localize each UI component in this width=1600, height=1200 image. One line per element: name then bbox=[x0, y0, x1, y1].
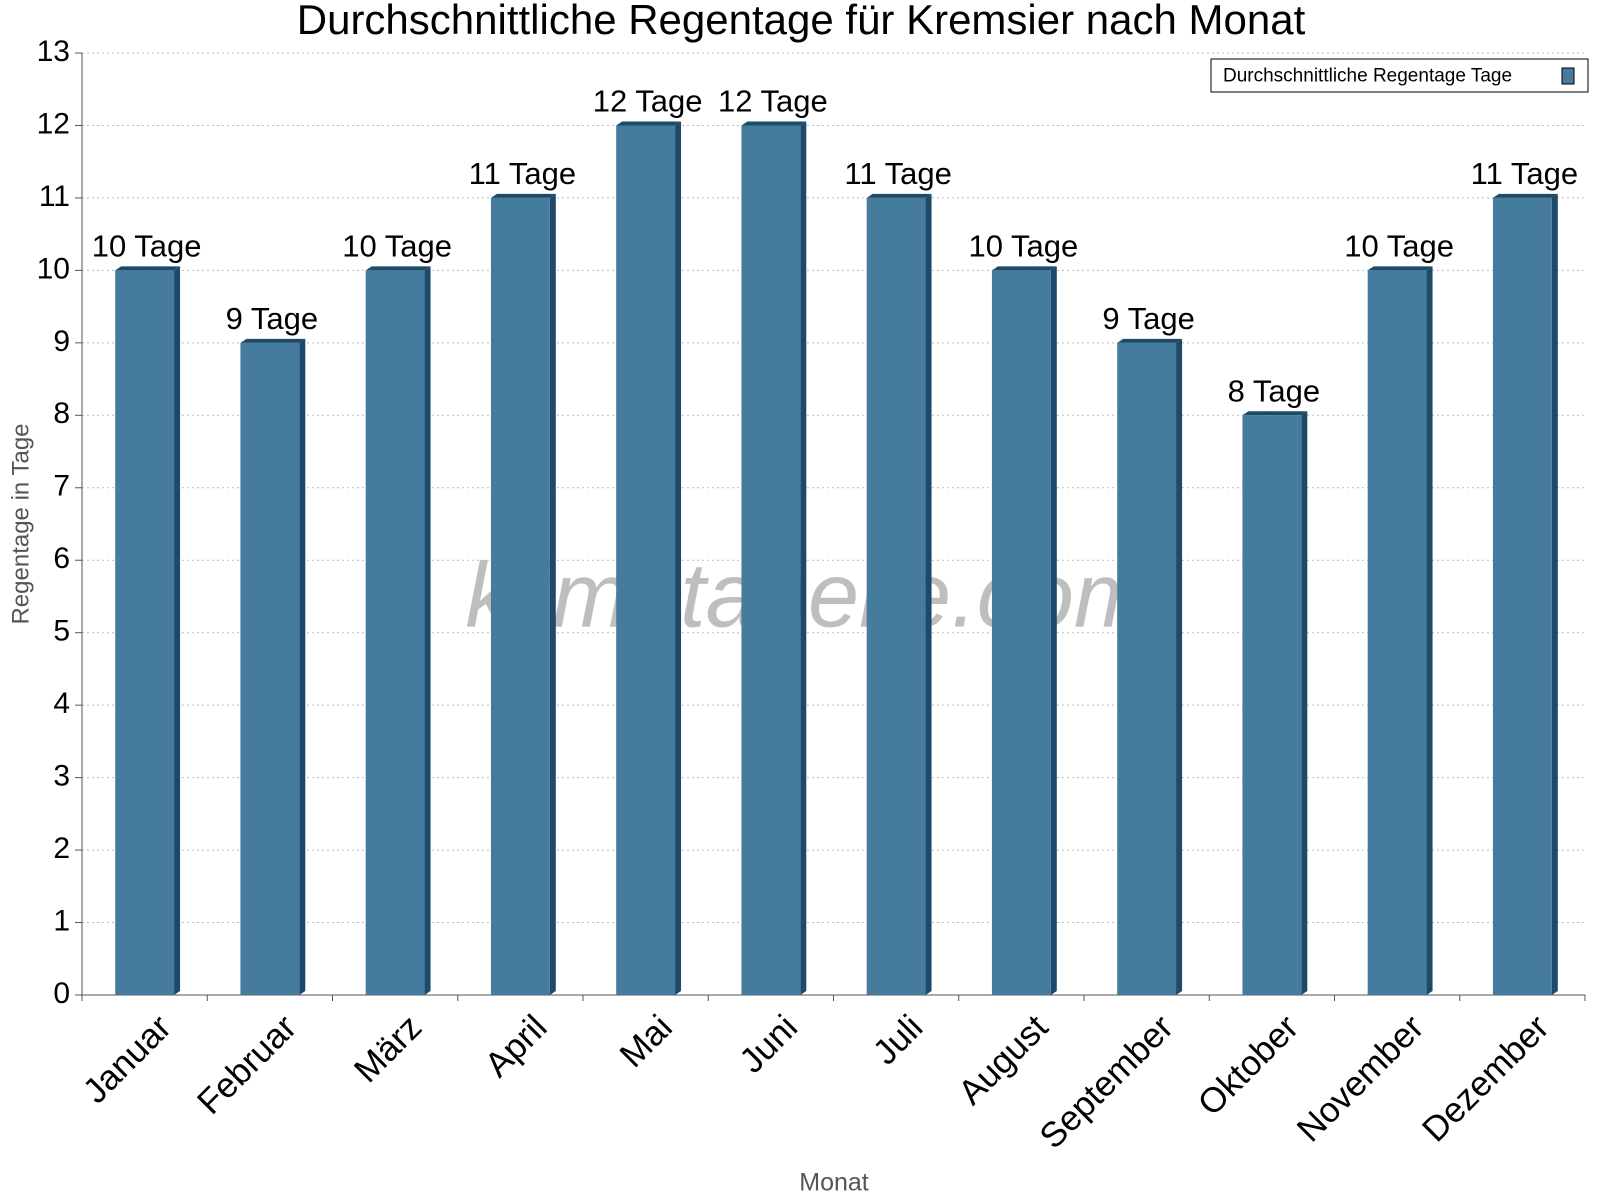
bar bbox=[490, 197, 550, 995]
legend-box bbox=[1210, 58, 1589, 93]
bar-top bbox=[1492, 193, 1558, 198]
bar-top bbox=[240, 338, 306, 343]
bar-top bbox=[365, 266, 431, 271]
bar bbox=[1117, 342, 1177, 995]
bar-side bbox=[299, 338, 306, 995]
bar bbox=[115, 270, 175, 995]
bar-side bbox=[1176, 338, 1183, 995]
bar bbox=[240, 342, 300, 995]
bar-top bbox=[741, 121, 807, 126]
bar-side bbox=[1551, 193, 1558, 995]
bar bbox=[616, 125, 676, 995]
data-label: 9 Tage bbox=[226, 301, 319, 336]
legend-label: Durchschnittliche Regentage Tage bbox=[1223, 66, 1512, 87]
y-axis-title: Regentage in Tage bbox=[7, 423, 34, 624]
y-tick-label: 4 bbox=[53, 687, 70, 720]
bar bbox=[741, 125, 801, 995]
data-label: 11 Tage bbox=[469, 156, 576, 191]
bar-top bbox=[1117, 338, 1183, 343]
data-label: 10 Tage bbox=[342, 229, 452, 264]
bar bbox=[866, 197, 926, 995]
bar-top bbox=[1242, 411, 1308, 416]
chart-title: Durchschnittliche Regentage für Kremsier… bbox=[297, 0, 1306, 43]
bar bbox=[1367, 270, 1427, 995]
y-tick-label: 9 bbox=[53, 325, 70, 358]
bar-side bbox=[800, 121, 807, 995]
bar bbox=[365, 270, 425, 995]
bar-side bbox=[675, 121, 682, 995]
y-tick-label: 10 bbox=[37, 252, 70, 285]
bar-side bbox=[1050, 266, 1057, 995]
bar bbox=[991, 270, 1051, 995]
bar-side bbox=[1426, 266, 1433, 995]
y-tick-label: 8 bbox=[53, 397, 70, 430]
data-label: 12 Tage bbox=[718, 84, 828, 119]
bar-top bbox=[616, 121, 682, 126]
y-tick-label: 7 bbox=[53, 470, 70, 503]
data-label: 10 Tage bbox=[92, 229, 202, 264]
data-label: 10 Tage bbox=[968, 229, 1078, 264]
legend-swatch bbox=[1561, 67, 1575, 85]
data-label: 11 Tage bbox=[844, 156, 951, 191]
bar-side bbox=[925, 193, 932, 995]
bar bbox=[1242, 415, 1302, 995]
bar-top bbox=[1367, 266, 1433, 271]
x-axis-title: Monat bbox=[799, 1169, 869, 1197]
data-label: 8 Tage bbox=[1228, 373, 1321, 408]
bar-side bbox=[549, 193, 556, 995]
bar-top bbox=[866, 193, 932, 198]
data-label: 9 Tage bbox=[1102, 301, 1195, 336]
y-tick-label: 12 bbox=[37, 107, 70, 140]
data-label: 10 Tage bbox=[1344, 229, 1454, 264]
data-label: 12 Tage bbox=[593, 84, 703, 119]
y-tick-label: 6 bbox=[53, 542, 70, 575]
bar-side bbox=[1301, 411, 1308, 995]
y-tick-label: 5 bbox=[53, 615, 70, 648]
y-tick-label: 2 bbox=[53, 832, 70, 865]
bar-top bbox=[991, 266, 1057, 271]
bar-side bbox=[424, 266, 431, 995]
y-tick-label: 0 bbox=[53, 977, 70, 1010]
y-tick-label: 1 bbox=[53, 904, 70, 937]
y-tick-label: 13 bbox=[37, 35, 70, 68]
data-label: 11 Tage bbox=[1471, 156, 1578, 191]
y-tick-label: 11 bbox=[39, 180, 70, 213]
bar bbox=[1492, 197, 1552, 995]
bar-side bbox=[174, 266, 181, 995]
bar-top bbox=[115, 266, 181, 271]
bar-top bbox=[490, 193, 556, 198]
y-tick-label: 3 bbox=[53, 760, 70, 793]
